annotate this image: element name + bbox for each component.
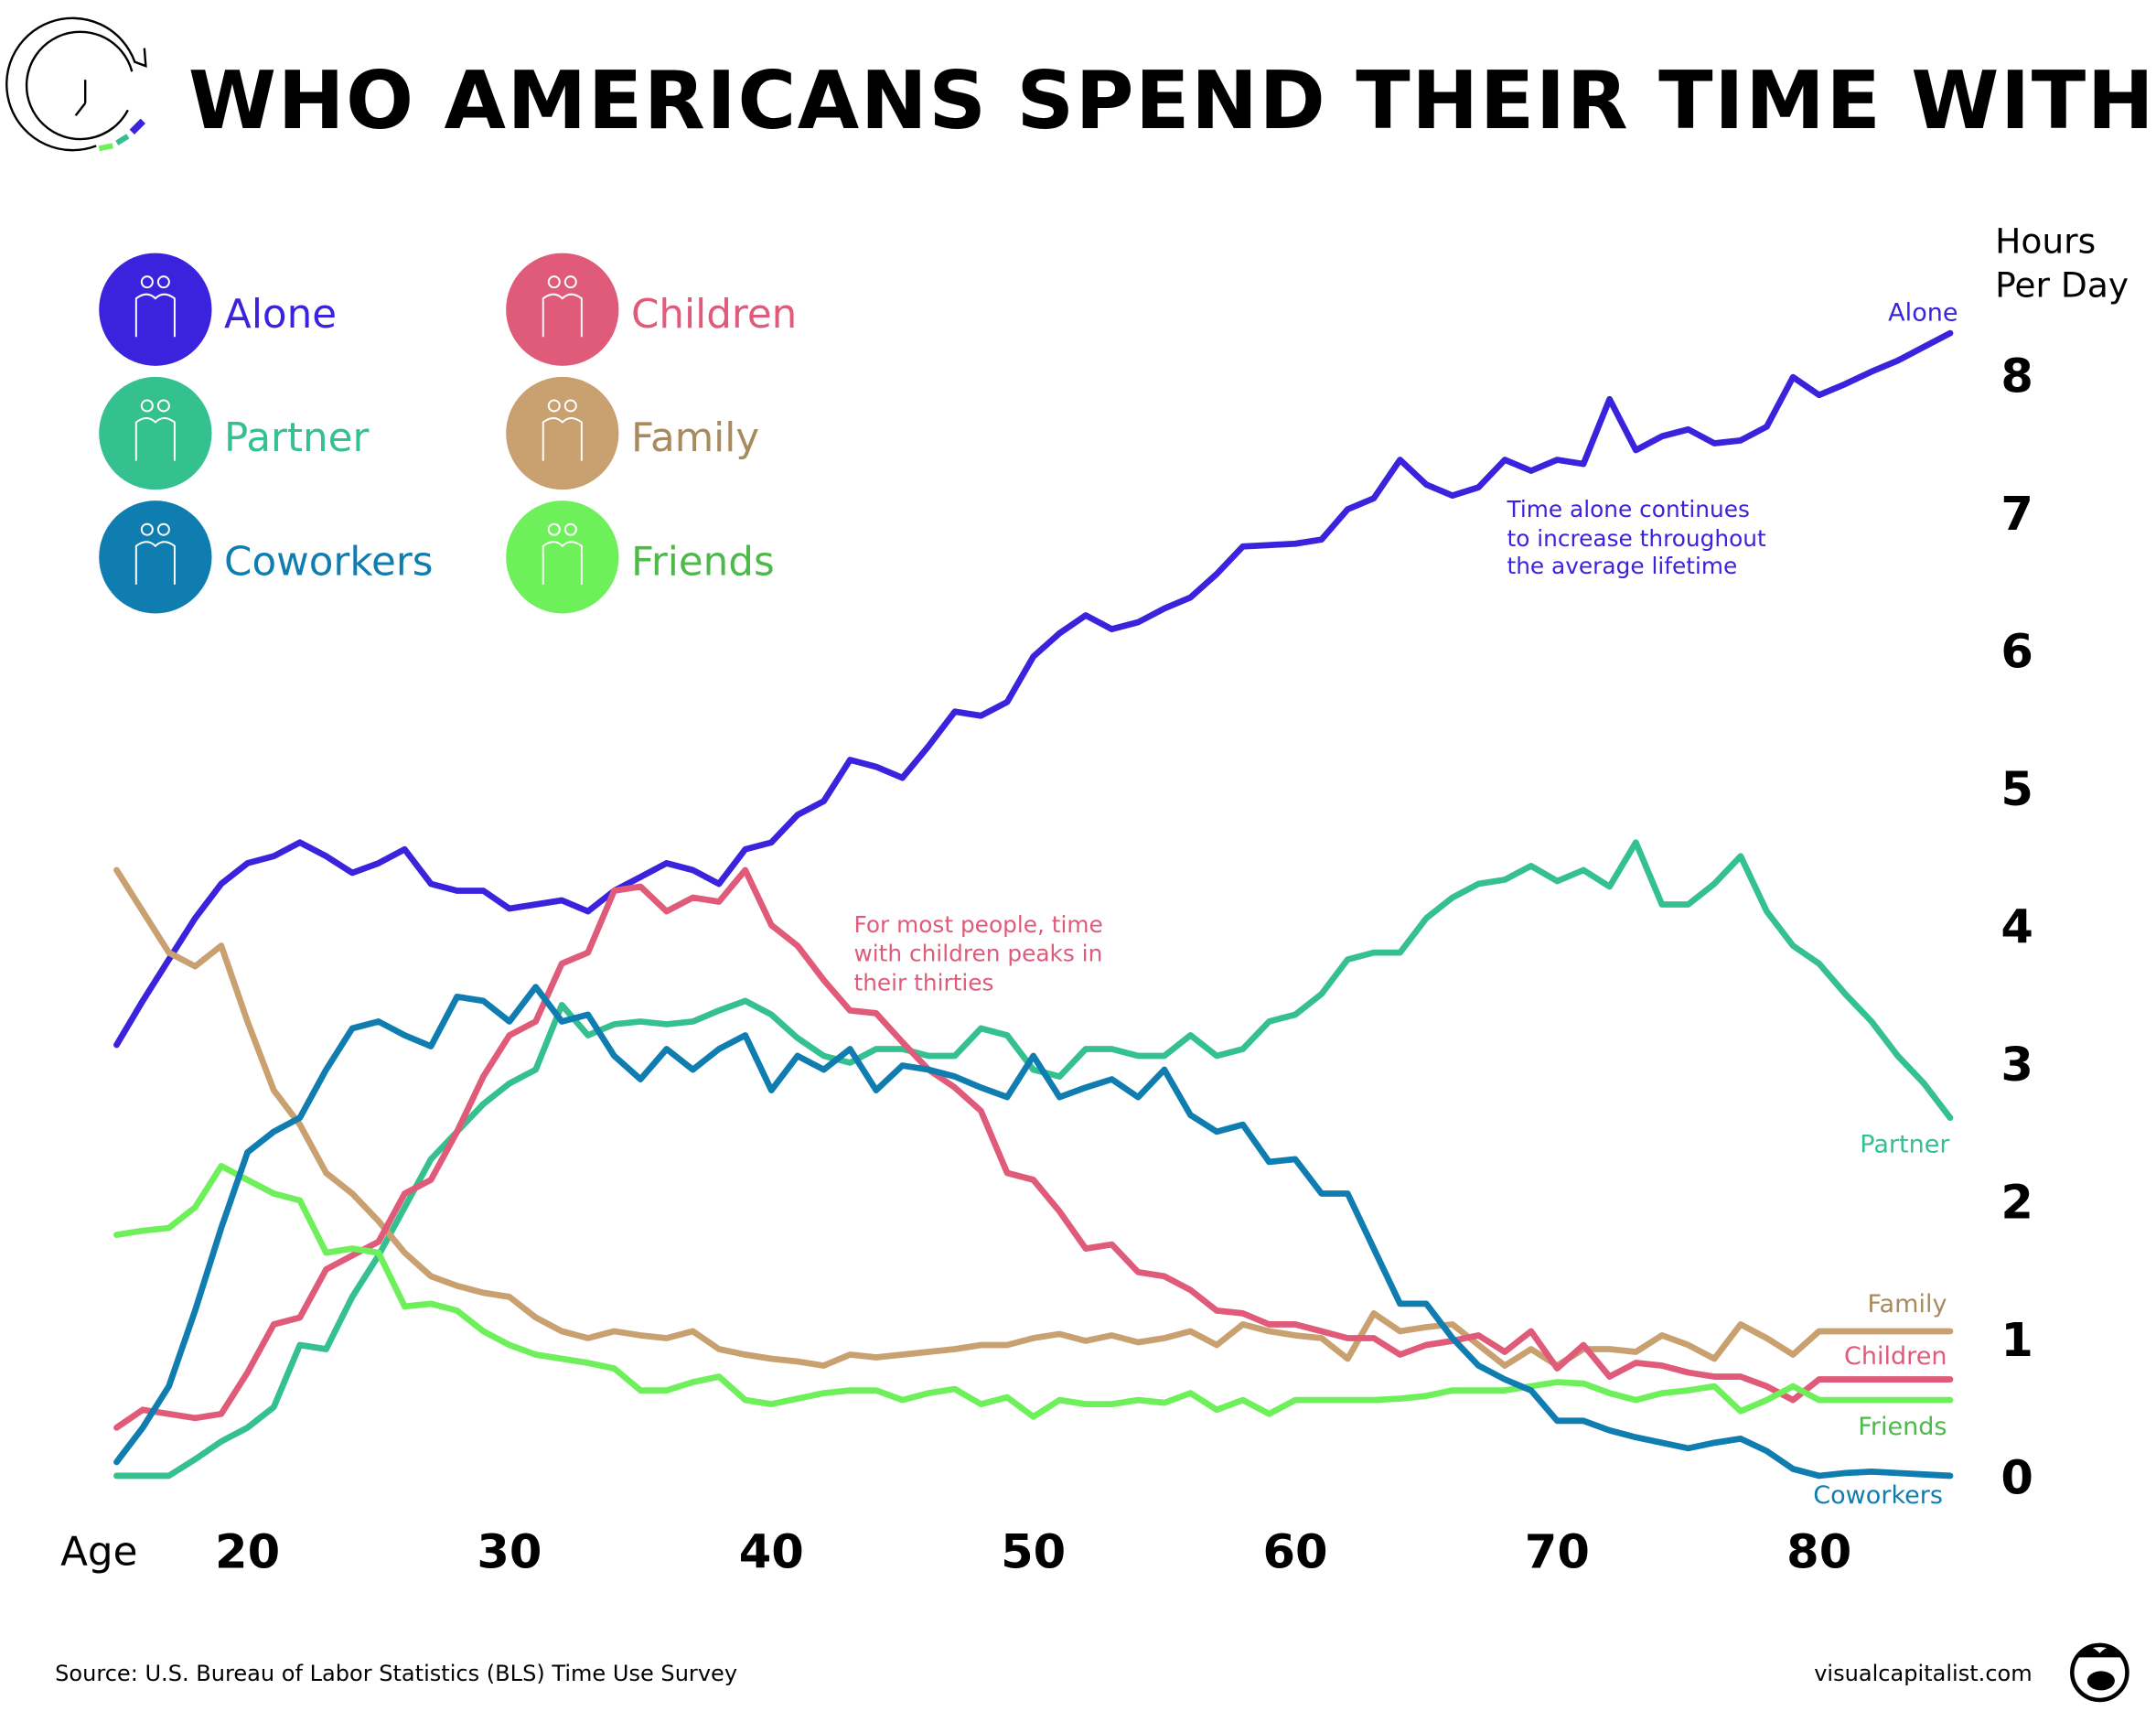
x-tick-label: 20 — [215, 1526, 280, 1580]
y-tick-label: 3 — [2000, 1038, 2033, 1092]
end-label-alone: Alone — [1888, 298, 1958, 327]
y-tick-label: 1 — [2000, 1314, 2033, 1368]
series-line-family — [113, 866, 1954, 1369]
legend-circle — [99, 253, 212, 366]
annotation-alone-line-3: the average lifetime — [1507, 553, 1737, 579]
y-tick-label: 6 — [2000, 626, 2033, 680]
legend: Alone Partner Coworkers Children Family Frien… — [99, 253, 797, 614]
end-label-coworkers: Coworkers — [1813, 1481, 1943, 1510]
legend-label-children: Children — [631, 292, 797, 338]
visual-capitalist-logo-icon — [2070, 1642, 2129, 1703]
legend-item-coworkers: Coworkers — [99, 500, 433, 614]
legend-item-alone: Alone — [99, 253, 337, 366]
legend-item-friends: Friends — [506, 500, 775, 614]
clock-refresh-logo-icon — [5, 16, 147, 152]
end-label-children: Children — [1844, 1342, 1947, 1371]
x-tick-label: 50 — [1001, 1526, 1066, 1580]
end-label-partner: Partner — [1860, 1131, 1950, 1159]
x-tick-label: 70 — [1525, 1526, 1590, 1580]
woman-icon — [134, 275, 176, 338]
end-label-family: Family — [1867, 1290, 1947, 1318]
legend-item-children: Children — [506, 253, 797, 366]
annotation-alone-line-2: to increase throughout — [1507, 525, 1765, 552]
coworkers-icon — [134, 522, 176, 585]
friends-dancing-icon — [542, 522, 583, 585]
axis-ticks: 20 30 40 50 60 70 80 0 1 2 3 4 5 6 7 8 — [215, 350, 2033, 1580]
series-line-partner — [113, 839, 1954, 1480]
y-tick-label: 4 — [2000, 901, 2033, 955]
legend-circle — [99, 376, 212, 490]
source-note: Source: U.S. Bureau of Labor Statistics … — [55, 1661, 737, 1686]
couple-icon — [134, 399, 176, 461]
annotation-alone-line-1: Time alone continues — [1506, 496, 1749, 522]
annotation-children-line-3: their thirties — [853, 969, 993, 995]
page-title: WHO AMERICANS SPEND THEIR TIME WITH — [188, 54, 2155, 147]
x-tick-label: 80 — [1786, 1526, 1851, 1580]
legend-item-partner: Partner — [99, 376, 369, 490]
legend-circle — [506, 376, 619, 490]
legend-label-coworkers: Coworkers — [224, 539, 433, 585]
x-tick-label: 40 — [739, 1526, 804, 1580]
series-line-children — [113, 866, 1954, 1431]
series-lines — [113, 329, 1954, 1480]
legend-circle — [506, 253, 619, 366]
legend-circle — [99, 500, 212, 614]
parent-child-hands-icon — [542, 275, 583, 338]
x-tick-label: 60 — [1262, 1526, 1327, 1580]
x-axis-label: Age — [60, 1530, 137, 1576]
y-tick-label: 8 — [2000, 350, 2033, 404]
y-axis-label-hours: Hours — [1995, 221, 2096, 262]
legend-label-friends: Friends — [631, 539, 775, 585]
annotation-children-line-1: For most people, time — [853, 911, 1102, 938]
series-line-coworkers — [113, 984, 1954, 1480]
legend-label-partner: Partner — [224, 415, 369, 461]
y-tick-label: 5 — [2000, 763, 2033, 817]
legend-label-family: Family — [631, 415, 759, 461]
brand-link[interactable]: visualcapitalist.com — [1814, 1661, 2032, 1686]
y-tick-label: 0 — [2000, 1451, 2033, 1505]
legend-label-alone: Alone — [224, 292, 337, 338]
annotation-children-line-2: with children peaks in — [853, 941, 1102, 967]
series-line-friends — [113, 1163, 1954, 1420]
x-tick-label: 30 — [477, 1526, 542, 1580]
end-label-friends: Friends — [1858, 1413, 1947, 1441]
y-axis-label-per-day: Per Day — [1995, 265, 2129, 306]
family-table-icon — [542, 399, 583, 461]
legend-circle — [506, 500, 619, 614]
y-tick-label: 2 — [2000, 1177, 2033, 1231]
legend-item-family: Family — [506, 376, 759, 490]
series-line-alone — [113, 329, 1954, 1049]
y-tick-label: 7 — [2000, 488, 2033, 542]
